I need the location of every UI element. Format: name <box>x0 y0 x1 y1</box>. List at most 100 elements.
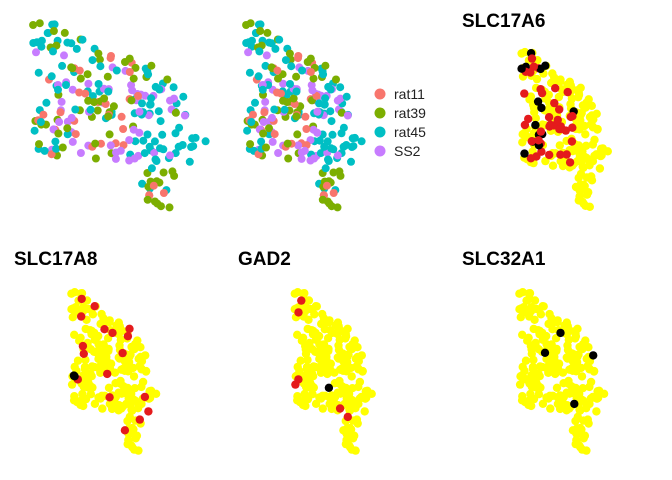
cell-point <box>67 305 76 314</box>
cell-point <box>301 112 310 121</box>
cell-point <box>109 102 118 111</box>
cell-point <box>145 142 154 151</box>
cell-point <box>330 379 340 388</box>
cell-point <box>574 427 583 437</box>
cell-point <box>332 75 340 84</box>
cell-point <box>311 399 321 408</box>
cell-point <box>348 134 357 143</box>
cell-point <box>105 130 114 139</box>
cell-point <box>68 313 78 322</box>
cell-point <box>581 141 591 150</box>
cell-point <box>543 362 552 371</box>
cell-point <box>279 96 287 105</box>
cell-point <box>159 189 168 197</box>
cell-point <box>125 136 134 145</box>
cell-point <box>260 108 269 117</box>
cell-point <box>91 154 100 163</box>
cell-point <box>291 380 300 389</box>
cell-point <box>319 314 329 323</box>
cell-point <box>49 27 58 35</box>
cell-point <box>319 340 329 349</box>
cell-point <box>309 362 318 371</box>
cell-point <box>72 44 81 53</box>
cell-point <box>121 58 129 66</box>
cell-point <box>120 426 130 435</box>
cell-point <box>69 371 79 380</box>
cell-point <box>336 94 345 103</box>
cell-point <box>112 321 121 330</box>
cell-point <box>68 85 77 94</box>
cell-point <box>163 75 172 84</box>
cell-point <box>146 100 154 109</box>
cell-point <box>70 392 79 401</box>
cell-point <box>34 68 43 77</box>
panel-title-slc17a8: SLC17A8 <box>14 249 97 270</box>
cell-point <box>551 84 560 93</box>
cell-point <box>346 345 356 354</box>
cell-point <box>578 384 587 393</box>
cell-point <box>138 179 147 188</box>
cell-point <box>298 333 308 342</box>
cell-point <box>73 356 83 365</box>
cell-point <box>576 363 586 373</box>
cell-point <box>63 130 72 139</box>
cell-point <box>130 384 139 393</box>
cell-point <box>90 98 99 107</box>
panel-title-slc17a6: SLC17A6 <box>462 11 545 32</box>
cell-point <box>563 345 573 355</box>
cell-point <box>270 130 279 139</box>
cell-point <box>533 97 543 106</box>
cell-point <box>139 136 148 145</box>
cell-point <box>526 68 535 77</box>
cell-point <box>521 356 531 365</box>
cell-point <box>40 146 49 155</box>
cell-point <box>312 91 321 100</box>
cell-point <box>539 302 548 311</box>
cell-point <box>127 96 136 105</box>
cell-point <box>537 103 546 113</box>
cell-point <box>84 96 93 105</box>
cell-point <box>524 114 533 124</box>
cell-point <box>165 203 174 212</box>
cell-point <box>294 52 303 60</box>
cell-point <box>119 382 128 391</box>
cell-point <box>97 139 105 148</box>
cell-point <box>254 20 263 29</box>
cell-point <box>78 35 87 44</box>
legend-key-ss2 <box>374 145 386 157</box>
cell-point <box>350 336 359 345</box>
cell-point <box>518 138 527 147</box>
cell-point <box>292 87 301 96</box>
cell-point <box>128 443 137 452</box>
cell-point <box>147 164 156 173</box>
cell-point <box>544 113 554 122</box>
cell-point <box>538 399 548 408</box>
cell-point <box>67 39 76 48</box>
cell-point <box>287 62 296 71</box>
legend-label-ss2: SS2 <box>394 143 421 159</box>
cell-point <box>555 141 564 150</box>
cell-point <box>277 89 285 98</box>
cell-point <box>558 397 567 407</box>
cell-point <box>329 397 339 407</box>
legend: rat11 rat39 rat45 SS2 <box>374 86 426 159</box>
cell-point <box>321 94 330 103</box>
cell-point <box>520 89 529 98</box>
cell-point <box>293 288 302 297</box>
cell-point <box>141 367 151 376</box>
cell-point <box>552 368 561 377</box>
cell-point <box>528 364 538 373</box>
cell-point <box>263 28 272 37</box>
cell-point <box>90 328 99 338</box>
cell-point <box>93 106 102 115</box>
cell-point <box>367 389 376 398</box>
cell-point <box>300 389 309 399</box>
cell-point <box>108 328 117 338</box>
cell-point <box>270 105 279 114</box>
cell-point <box>532 152 541 161</box>
cell-point <box>515 305 524 314</box>
cell-point <box>143 195 152 204</box>
cell-point <box>242 39 251 47</box>
cell-point <box>138 377 148 387</box>
cell-point <box>573 324 582 333</box>
